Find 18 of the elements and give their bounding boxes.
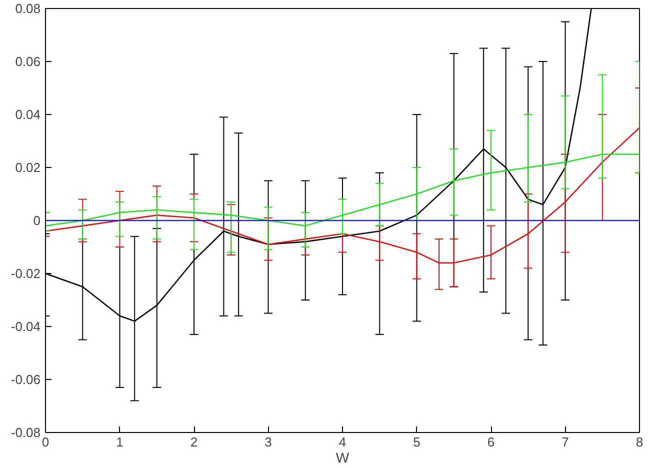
x-tick-label: 5 [413, 434, 420, 450]
y-tick-label: -0.08 [10, 425, 41, 440]
y-tick-label: -0.04 [10, 319, 41, 334]
y-tick-label: 0.04 [15, 107, 41, 122]
x-tick-label: 1 [116, 434, 124, 450]
y-tick-label: 0.08 [15, 1, 41, 16]
x-tick-label: 7 [562, 434, 569, 450]
y-tick-label: 0.02 [15, 160, 41, 175]
y-tick-label: 0.06 [15, 54, 41, 69]
x-tick-label: 8 [636, 434, 644, 450]
x-tick-label: 4 [338, 434, 346, 450]
y-tick-label: -0.02 [10, 266, 41, 281]
x-tick-label: 2 [190, 434, 198, 450]
x-tick-label: 3 [264, 434, 272, 450]
y-tick-label: -0.06 [10, 372, 41, 387]
x-tick-label: 6 [487, 434, 495, 450]
x-axis-title: W [336, 450, 350, 466]
y-tick-label: 0 [33, 213, 41, 228]
